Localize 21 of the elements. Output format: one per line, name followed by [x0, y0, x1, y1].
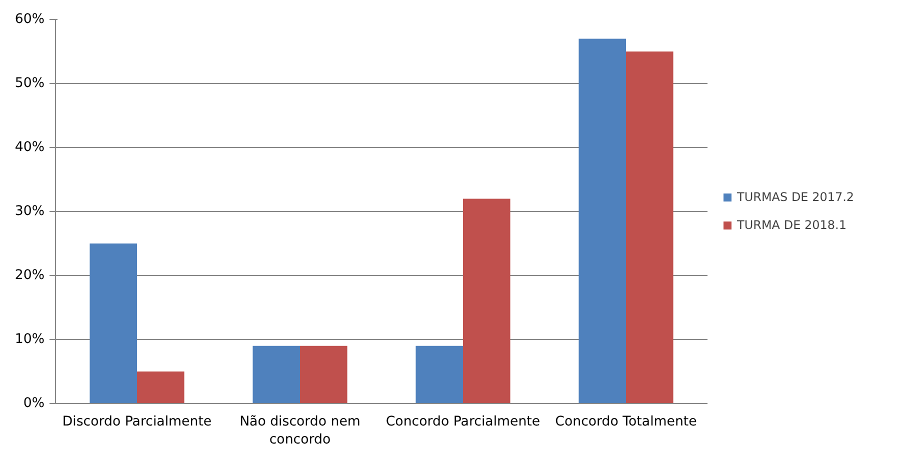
bar [626, 52, 674, 404]
y-tick-label: 10% [14, 332, 44, 347]
bar [300, 346, 348, 404]
y-tick-label: 50% [14, 76, 44, 91]
bar [137, 372, 184, 404]
y-tick-label: 30% [14, 204, 44, 219]
legend-label: TURMAS DE 2017.2 [737, 190, 854, 204]
x-tick-label: Concordo Parcialmente [386, 414, 540, 430]
bar [252, 346, 300, 404]
bar [463, 198, 510, 404]
x-tick-label: Discordo Parcialmente [62, 414, 212, 430]
y-tick-label: 0% [23, 396, 45, 411]
bar [416, 346, 463, 404]
legend-label: TURMA DE 2018.1 [737, 218, 846, 232]
x-tick-label: Concordo Totalmente [555, 414, 697, 430]
y-tick-label: 60% [14, 12, 44, 27]
y-tick-label: 20% [14, 268, 44, 283]
bar [90, 244, 137, 404]
bar [578, 38, 626, 404]
y-tick-label: 40% [14, 140, 44, 155]
x-tick-label: Não discordo nem concordo [240, 414, 360, 448]
